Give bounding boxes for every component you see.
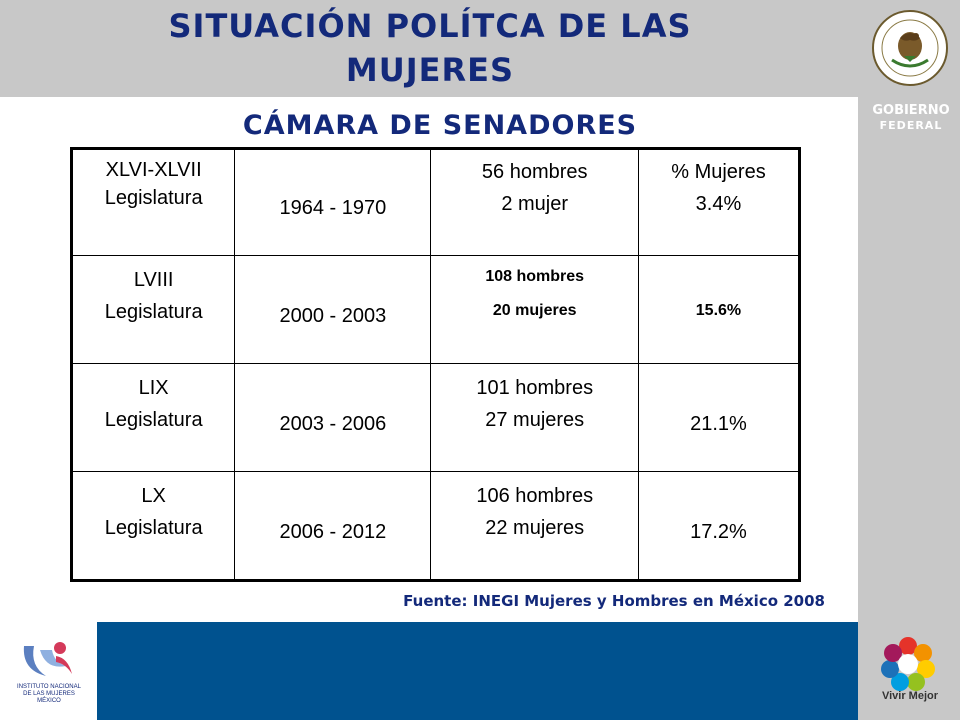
women-count: 20 mujeres — [492, 302, 577, 319]
men-count: 108 hombres — [485, 268, 585, 285]
legislature-name: LIX — [138, 377, 169, 399]
gobierno-label: GOBIERNO — [872, 103, 950, 118]
seats-cell: 106 hombres 22 mujeres — [430, 471, 639, 581]
footer-band — [97, 622, 858, 720]
percent-value: 3.4% — [695, 193, 742, 215]
men-count: 56 hombres — [481, 161, 588, 183]
period-value: 2003 - 2006 — [279, 413, 387, 435]
table-row: LVIII Legislatura 2000 - 2003 108 hombre… — [71, 255, 800, 364]
source-note: Fuente: INEGI Mujeres y Hombres en Méxic… — [403, 592, 825, 610]
inmujeres-label: INSTITUTO NACIONAL DE LAS MUJERES MÉXICO — [12, 684, 86, 705]
period-cell: 2006 - 2012 — [234, 471, 431, 581]
men-count: 101 hombres — [476, 377, 594, 399]
header-band — [0, 0, 858, 97]
vivir-mejor-label: Vivir Mejor — [881, 690, 939, 702]
gobierno-federal-logo: GOBIERNO FEDERAL — [866, 103, 956, 133]
percent-cell: 17.2% — [637, 471, 800, 581]
page-title: SITUACIÓN POLÍTCA DE LAS MUJERES — [168, 7, 692, 89]
inm-line1: INSTITUTO NACIONAL — [17, 684, 81, 690]
percent-value: 17.2% — [690, 521, 747, 543]
legislature-name: XLVI-XLVII — [105, 159, 202, 181]
percent-cell: % Mujeres 3.4% — [637, 148, 800, 256]
federal-label: FEDERAL — [879, 119, 943, 132]
period-value: 2000 - 2003 — [279, 305, 387, 327]
table-row: XLVI-XLVII Legislatura 1964 - 1970 56 ho… — [71, 148, 800, 256]
women-count: 2 mujer — [501, 193, 569, 215]
table-row: LIX Legislatura 2003 - 2006 101 hombres … — [71, 363, 800, 472]
percent-cell: 21.1% — [637, 363, 800, 472]
legislature-label: Legislatura — [104, 517, 203, 539]
legislature-cell: LIX Legislatura — [71, 363, 235, 472]
right-sidebar-band — [858, 0, 960, 720]
inm-line2: DE LAS MUJERES — [23, 691, 75, 697]
women-count: 22 mujeres — [485, 517, 585, 539]
legislature-cell: LX Legislatura — [72, 472, 235, 581]
inmujeres-logo-icon — [23, 642, 72, 676]
period-value: 2006 - 2012 — [279, 521, 387, 543]
percent-header: % Mujeres — [671, 161, 766, 183]
period-cell: 2003 - 2006 — [234, 363, 431, 472]
legislature-label: Legislatura — [104, 301, 203, 323]
period-cell: 1964 - 1970 — [234, 148, 431, 256]
legislature-name: LVIII — [133, 269, 174, 291]
senate-table: XLVI-XLVII Legislatura 1964 - 1970 56 ho… — [70, 147, 801, 582]
estados-unidos-mexicanos-seal-icon — [872, 10, 948, 86]
legislature-label: Legislatura — [104, 187, 203, 209]
page-subtitle: CÁMARA DE SENADORES — [242, 110, 638, 141]
legislature-name: LX — [141, 485, 166, 507]
percent-value: 21.1% — [690, 413, 747, 435]
women-count: 27 mujeres — [485, 409, 585, 431]
table-row: LX Legislatura 2006 - 2012 106 hombres 2… — [72, 471, 800, 581]
legislature-cell: LVIII Legislatura — [71, 255, 235, 364]
seats-cell: 56 hombres 2 mujer — [430, 148, 639, 256]
legislature-label: Legislatura — [104, 409, 203, 431]
percent-value: 15.6% — [695, 302, 742, 319]
period-cell: 2000 - 2003 — [234, 255, 431, 364]
seats-cell: 108 hombres 20 mujeres — [430, 255, 639, 364]
percent-cell: 15.6% — [637, 255, 800, 364]
vivir-mejor-flower-icon — [881, 637, 935, 691]
seats-cell: 101 hombres 27 mujeres — [430, 363, 639, 472]
inm-line3: MÉXICO — [37, 698, 61, 704]
legislature-cell: XLVI-XLVII Legislatura — [71, 148, 235, 256]
period-value: 1964 - 1970 — [279, 197, 387, 219]
men-count: 106 hombres — [476, 485, 594, 507]
